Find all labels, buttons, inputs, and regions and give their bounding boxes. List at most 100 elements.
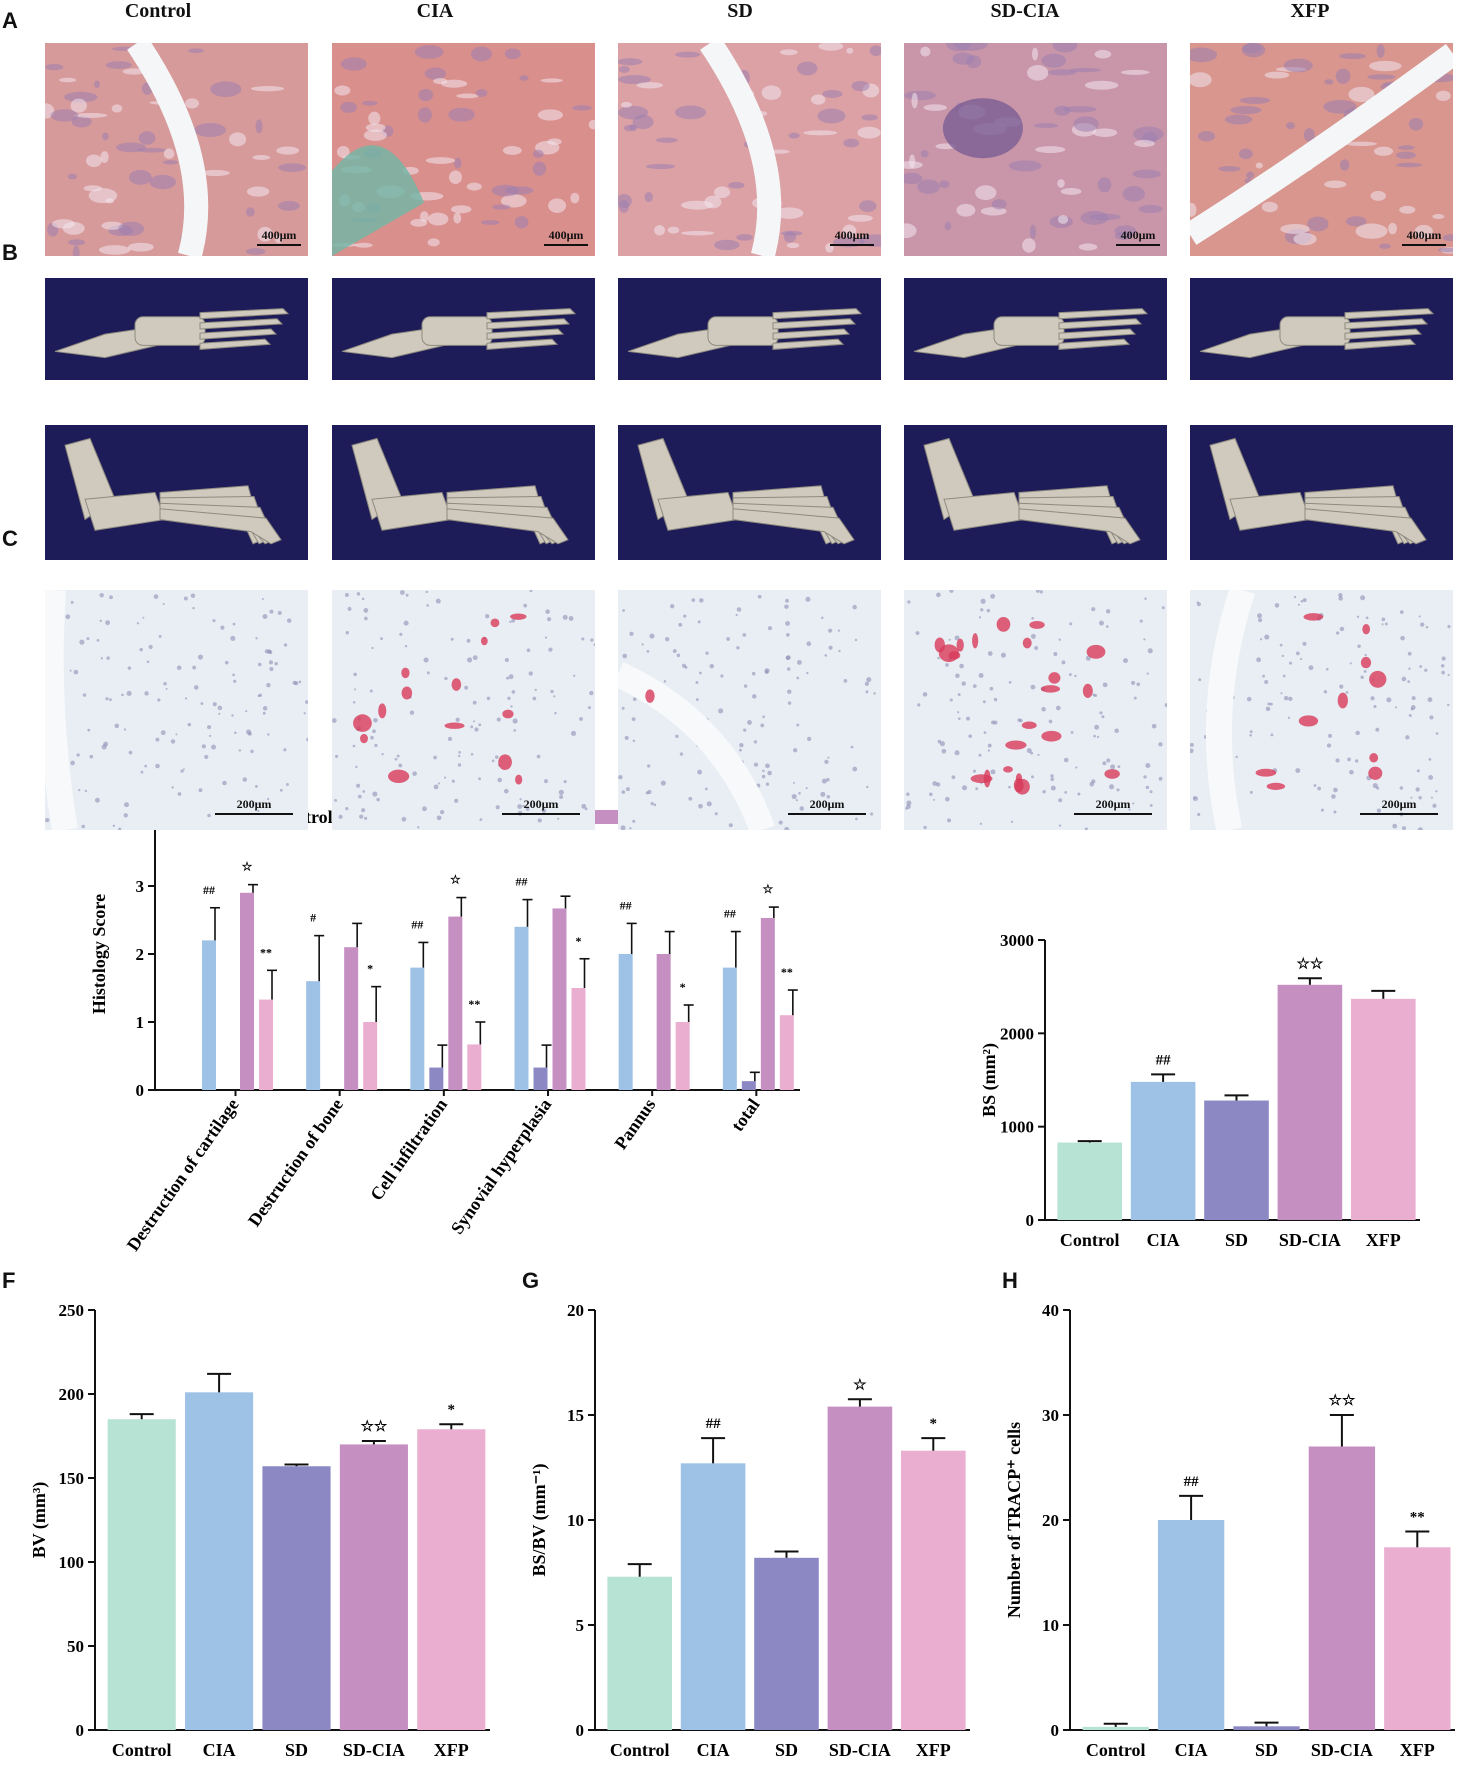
image-a-control	[45, 43, 308, 256]
chart-e-y-tick-label: 0	[1026, 1211, 1035, 1230]
chart-g-bar-control	[607, 1576, 672, 1730]
image-a-cia	[332, 43, 595, 256]
chart-h-x-tick-label: CIA	[1175, 1740, 1208, 1760]
chart-g-y-tick-label: 10	[567, 1511, 584, 1530]
chart-f-x-tick-label: XFP	[434, 1740, 469, 1760]
panel-label-b: B	[2, 240, 18, 265]
scale-bar-a-xfp: 400μm	[1402, 228, 1446, 246]
chart-g-y-tick-label: 0	[576, 1721, 585, 1740]
chart-e-x-tick-label: CIA	[1147, 1230, 1180, 1250]
image-b-bottom-xfp	[1190, 425, 1453, 560]
chart-g-x-tick-label: SD	[775, 1740, 798, 1760]
image-c-control	[45, 590, 308, 830]
chart-f-x-tick-label: SD-CIA	[343, 1740, 405, 1760]
chart-d-significance-mark: *	[680, 980, 686, 994]
chart-f-bar-xfp	[417, 1429, 486, 1730]
chart-d-bar-cia	[410, 967, 425, 1090]
image-b-bottom-sd-cia	[904, 425, 1167, 560]
column-title-cia: CIA	[416, 0, 454, 22]
chart-f-bar-sd-cia	[339, 1444, 408, 1730]
chart-e-y-axis-label: BS (mm²)	[979, 1043, 1000, 1117]
panel-label-h: H	[1002, 1268, 1018, 1293]
chart-h-bar-sd	[1233, 1726, 1300, 1730]
scale-bar-a-sd-cia: 400μm	[1116, 228, 1160, 246]
image-b-bottom-sd	[618, 425, 881, 560]
chart-d-y-tick-label: 2	[136, 945, 145, 964]
chart-g-bar-cia	[680, 1463, 746, 1730]
chart-d-significance-mark: ##	[411, 917, 423, 931]
chart-d-x-tick-label: total	[727, 1095, 763, 1135]
image-c-cia	[332, 590, 595, 830]
chart-f-y-tick-label: 50	[67, 1637, 84, 1656]
chart-g-bar-xfp	[901, 1450, 966, 1730]
chart-e-y-tick-label: 2000	[1000, 1024, 1034, 1043]
chart-g-x-tick-label: CIA	[697, 1740, 730, 1760]
chart-e-bar-control	[1057, 1142, 1122, 1220]
chart-h-bar-control	[1082, 1726, 1149, 1730]
chart-d-bar-sd-cia	[240, 892, 254, 1090]
chart-d-bar-sd-cia	[552, 908, 567, 1090]
chart-h-y-axis-label: Number of TRACP⁺ cells	[1004, 1422, 1024, 1618]
chart-h-y-tick-label: 20	[1042, 1511, 1059, 1530]
chart-f-y-tick-label: 250	[59, 1301, 85, 1320]
image-b-top-cia	[332, 278, 595, 380]
scale-bar-c-control: 200μm	[215, 797, 293, 815]
chart-h-x-tick-label: XFP	[1400, 1740, 1435, 1760]
chart-d-bar-xfp	[675, 1022, 690, 1090]
chart-d-significance-mark: ##	[724, 907, 736, 921]
chart-f-bar-control	[107, 1419, 176, 1730]
chart-g-bar-sd	[754, 1557, 819, 1730]
chart-d-x-tick-label: Destruction of cartilage	[123, 1095, 243, 1255]
chart-h-y-tick-label: 40	[1042, 1301, 1059, 1320]
chart-g-significance-mark: *	[930, 1416, 938, 1432]
chart-g-bs-bv: 0 5 10 15 20 BS/BV (mm⁻¹) Control ## CIA SD ☆ SD-CI…	[520, 1290, 980, 1760]
chart-h-x-tick-label: SD-CIA	[1311, 1740, 1373, 1760]
chart-d-significance-mark: **	[468, 997, 480, 1011]
scale-bar-a-sd: 400μm	[830, 228, 874, 246]
chart-e-x-tick-label: SD-CIA	[1279, 1230, 1341, 1250]
chart-g-x-tick-label: XFP	[916, 1740, 951, 1760]
chart-h-y-tick-label: 0	[1051, 1721, 1060, 1740]
chart-e-bar-cia	[1130, 1081, 1196, 1220]
chart-h-y-tick-label: 30	[1042, 1406, 1059, 1425]
chart-e-significance-mark: ##	[1156, 1052, 1172, 1068]
chart-d-bar-cia	[722, 967, 737, 1090]
image-c-xfp	[1190, 590, 1453, 830]
chart-f-x-tick-label: CIA	[203, 1740, 236, 1760]
image-b-top-control	[45, 278, 308, 380]
chart-f-y-tick-label: 0	[76, 1721, 85, 1740]
chart-d-significance-mark: **	[260, 945, 272, 959]
chart-e-x-tick-label: XFP	[1366, 1230, 1401, 1250]
chart-d-bar-cia	[618, 954, 633, 1090]
image-b-bottom-cia	[332, 425, 595, 560]
chart-d-bar-xfp	[467, 1044, 482, 1090]
chart-g-significance-mark: ##	[706, 1416, 722, 1432]
chart-d-significance-mark: *	[367, 962, 373, 976]
chart-e-y-tick-label: 1000	[1000, 1118, 1034, 1137]
chart-d-x-tick-label: Synovial hyperplasia	[447, 1095, 555, 1238]
chart-h-significance-mark: **	[1410, 1510, 1425, 1526]
chart-d-bar-sd	[429, 1067, 444, 1090]
chart-f-bar-sd	[262, 1466, 331, 1730]
chart-h-bar-cia	[1157, 1520, 1225, 1730]
chart-f-significance-mark: ☆☆	[360, 1419, 387, 1435]
scale-bar-c-sd-cia: 200μm	[1074, 797, 1152, 815]
chart-h-y-tick-label: 10	[1042, 1616, 1059, 1635]
panel-label-f: F	[2, 1268, 16, 1293]
chart-e-significance-mark: ☆☆	[1296, 956, 1323, 972]
chart-d-x-tick-label: Pannus	[610, 1095, 659, 1153]
scale-bar-a-control: 400μm	[257, 228, 301, 246]
chart-f-y-tick-label: 100	[59, 1553, 85, 1572]
chart-d-bar-xfp	[363, 1022, 378, 1090]
chart-f-bar-cia	[185, 1392, 254, 1730]
chart-d-bar-sd-cia	[344, 947, 359, 1090]
chart-d-histology-score: 01234Histology ScoreControlCIASDSD-CIAXF…	[89, 790, 820, 1270]
chart-f-y-tick-label: 200	[59, 1385, 85, 1404]
chart-d-bar-sd	[741, 1081, 756, 1090]
chart-d-significance-mark: ☆	[762, 882, 773, 896]
chart-h-bar-xfp	[1384, 1547, 1451, 1730]
image-b-top-sd-cia	[904, 278, 1167, 380]
chart-h-x-tick-label: Control	[1086, 1740, 1146, 1760]
chart-d-x-tick-label: Destruction of bone	[244, 1095, 347, 1230]
column-title-xfp: XFP	[1290, 0, 1330, 22]
